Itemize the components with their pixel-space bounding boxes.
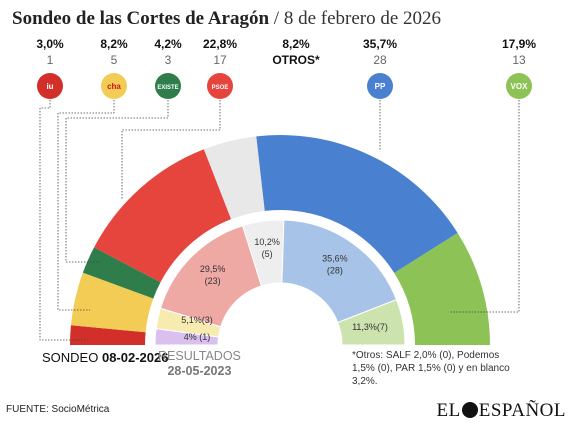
title-main: Sondeo de las Cortes de Aragón (12, 8, 270, 29)
leader-line (121, 100, 221, 200)
sondeo-slice-otros (203, 136, 265, 220)
sondeo-slice-psoe (94, 149, 232, 283)
sondeo-label: SONDEO 08-02-2026 (42, 350, 168, 365)
title-date: 8 de febrero de 2026 (283, 8, 442, 29)
brand-right: ESPAÑOL (478, 400, 566, 421)
results-label-vox: 11,3%(7) (352, 322, 388, 332)
source-footer: FUENTE: SocioMétrica (6, 404, 110, 415)
brand-left: EL (436, 400, 461, 421)
sondeo-slice-existe (82, 247, 161, 299)
sondeo-slice-vox (394, 233, 490, 345)
results-line2: 28-05-2023 (167, 364, 232, 378)
others-note: *Otros: SALF 2,0% (0), Podemos 1,5% (0),… (352, 350, 510, 387)
party-pct-6: 17,9% (502, 37, 536, 51)
leader-line (65, 100, 169, 263)
results-label-cha: 5,1%(3) (181, 315, 213, 325)
sondeo-prefix: SONDEO (42, 350, 99, 365)
party-seats-6: 13 (512, 53, 526, 67)
results-label-pp: 35,6% (28) (322, 253, 348, 275)
psoe-logo-icon (207, 73, 233, 99)
iu-logo-icon (37, 73, 63, 99)
sondeo-date: 08-02-2026 (101, 350, 169, 365)
leader-line (57, 100, 115, 311)
party-seats-4: OTROS* (272, 53, 320, 67)
party-pct-0: 3,0% (36, 37, 64, 51)
results-label-iu: 4% (1) (184, 332, 211, 342)
party-logo-text-5: PP (375, 82, 386, 91)
leader-line (39, 100, 90, 341)
party-pct-1: 8,2% (100, 37, 128, 51)
sondeo-slice-iu (70, 325, 146, 345)
party-seats-2: 3 (165, 53, 172, 67)
title-separator: / (273, 8, 280, 29)
party-seats-5: 28 (373, 53, 387, 67)
lion-emblem-icon (461, 402, 478, 418)
party-pct-2: 4,2% (154, 37, 182, 51)
party-seats-1: 5 (111, 53, 118, 67)
party-pct-3: 22,8% (203, 37, 237, 51)
leader-line (450, 100, 520, 313)
results-label: RESULTADOS 28-05-2023 (158, 349, 241, 379)
vox-logo-icon (506, 73, 532, 99)
el-espanol-logo: EL ESPAÑOL (437, 400, 566, 422)
results-label-psoe: 29,5% (23) (200, 264, 226, 286)
sondeo-slice-pp (256, 135, 458, 274)
party-seats-0: 1 (47, 53, 54, 67)
results-slice-vox (337, 299, 406, 346)
existe-logo-icon (155, 73, 181, 99)
chart-title: Sondeo de las Cortes de Aragón / 8 de fe… (12, 8, 441, 30)
party-logo-text-6: VOX (511, 82, 529, 91)
cha-logo-icon (101, 73, 127, 99)
party-logo-text-2: EXISTE (157, 85, 178, 91)
party-logo-text-1: cha (107, 82, 121, 91)
sondeo-slice-cha (70, 272, 154, 333)
party-logo-text-0: iu (46, 82, 53, 91)
party-pct-5: 35,7% (363, 37, 397, 51)
results-line1: RESULTADOS (158, 349, 241, 363)
results-label-otros: 10,2% (5) (254, 237, 280, 259)
party-pct-4: 8,2% (282, 37, 310, 51)
party-seats-3: 17 (213, 53, 227, 67)
party-logo-text-3: PSOE (212, 85, 229, 91)
pp-logo-icon (367, 73, 393, 99)
